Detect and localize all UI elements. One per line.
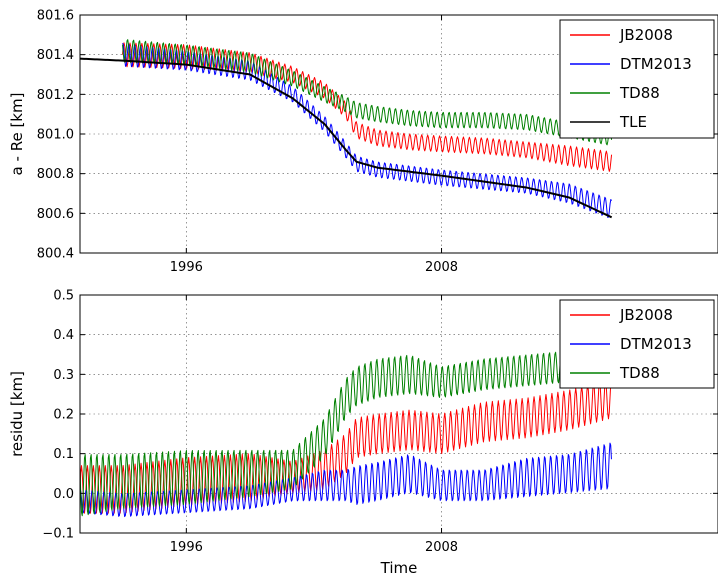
y-tick-label: 801.6: [37, 9, 74, 24]
y-tick-label: 0.3: [53, 368, 74, 383]
ticks: 1996 2008 −0.1 0.0 0.1 0.2 0.3 0.4 0.5: [42, 289, 718, 555]
y-tick-label: 0.0: [53, 487, 74, 502]
series-line-tle: [80, 57, 613, 219]
legend-label: JB2008: [619, 306, 673, 324]
y-tick-label: 0.5: [53, 289, 74, 304]
series-line-dtm2013: [122, 42, 612, 218]
series-group: [80, 39, 613, 219]
legend-label: DTM2013: [620, 335, 692, 353]
x-tick-label: 2008: [425, 260, 458, 275]
ticks: 1996 2008 800.4 800.6 800.8 801.0 801.2 801.4 80…: [37, 9, 718, 275]
series-line-td88: [122, 39, 613, 146]
legend-label: TLE: [619, 113, 647, 131]
x-tick-label: 2008: [425, 540, 458, 555]
x-tick-label: 1996: [170, 260, 203, 275]
series-line-td88: [80, 335, 612, 517]
x-tick-label: 1996: [170, 540, 203, 555]
y-tick-label: 800.6: [37, 207, 74, 222]
legend: JB2008 DTM2013 TD88 TLE: [559, 19, 715, 139]
y-tick-label: 800.8: [37, 167, 74, 182]
legend-label: TD88: [619, 84, 660, 102]
series-line-dtm2013: [80, 442, 612, 518]
y-tick-label: −0.1: [42, 527, 74, 542]
x-axis-label: Time: [380, 559, 418, 577]
y-tick-label: 801.2: [37, 88, 74, 103]
series-group: [80, 335, 612, 518]
y-axis-label: residu [km]: [8, 371, 26, 457]
y-tick-label: 801.4: [37, 48, 74, 63]
panel-residuals: 1996 2008 −0.1 0.0 0.1 0.2 0.3 0.4 0.5 residu [k…: [8, 289, 718, 577]
y-tick-label: 0.1: [53, 447, 74, 462]
legend: JB2008 DTM2013 TD88: [559, 299, 715, 389]
y-tick-label: 801.0: [37, 128, 74, 143]
y-tick-label: 800.4: [37, 247, 74, 262]
y-tick-label: 0.2: [53, 408, 74, 423]
legend-label: DTM2013: [620, 55, 692, 73]
legend-label: TD88: [619, 364, 660, 382]
panel-semi-major-axis: 1996 2008 800.4 800.6 800.8 801.0 801.2 801.4 80…: [8, 9, 718, 275]
y-axis-label: a - Re [km]: [8, 93, 26, 176]
legend-box: [559, 19, 715, 139]
legend-label: JB2008: [619, 26, 673, 44]
y-tick-label: 0.4: [53, 328, 74, 343]
